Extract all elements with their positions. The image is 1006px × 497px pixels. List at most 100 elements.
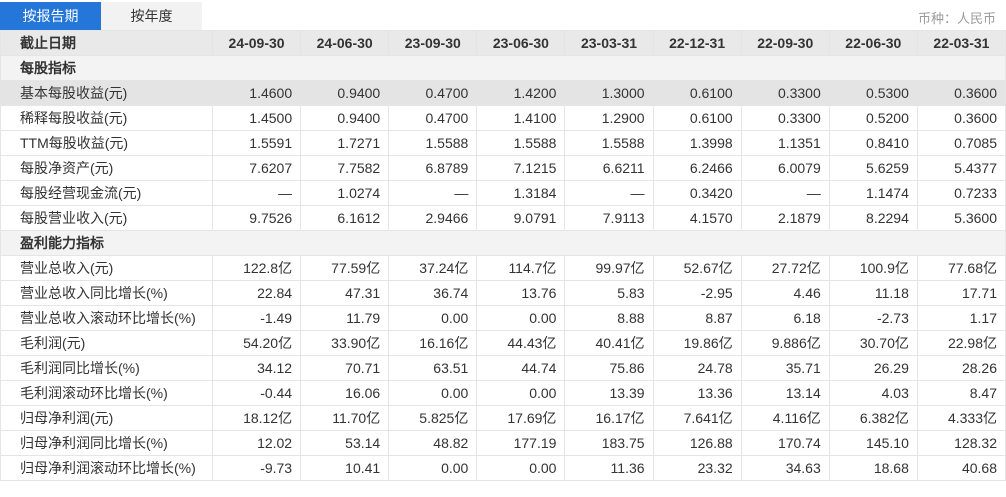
- value-cell: 128.32: [916, 430, 1006, 456]
- value-cell: 1.4500: [211, 105, 302, 131]
- value-cell: 0.7085: [916, 130, 1006, 156]
- value-cell: 0.8410: [828, 130, 918, 156]
- value-cell: 5.825亿: [388, 405, 478, 431]
- row-label-cell: 毛利润同比增长(%): [0, 355, 213, 381]
- header-date-cell: 22-12-31: [652, 30, 742, 56]
- value-cell: 0.3300: [740, 80, 830, 106]
- value-cell: 7.6207: [211, 155, 302, 181]
- value-cell: —: [211, 180, 302, 206]
- header-date-cell: 22-03-31: [916, 30, 1006, 56]
- value-cell: 18.68: [828, 455, 918, 481]
- header-date-cell: 23-09-30: [388, 30, 478, 56]
- value-cell: 26.29: [828, 355, 918, 381]
- value-cell: 4.03: [828, 380, 918, 406]
- value-cell: 4.1570: [652, 205, 742, 231]
- header-date-cell: 22-09-30: [740, 30, 830, 56]
- value-cell: 2.1879: [740, 205, 830, 231]
- tab-by-year[interactable]: 按年度: [101, 2, 202, 30]
- value-cell: 13.14: [740, 380, 830, 406]
- value-cell: 10.41: [300, 455, 390, 481]
- row-label-cell: 每股经营现金流(元): [0, 180, 213, 206]
- value-cell: 11.70亿: [300, 405, 390, 431]
- tab-bar: 按报告期 按年度 币种：人民币: [0, 0, 1006, 30]
- header-date-cell: 24-06-30: [300, 30, 390, 56]
- tab-by-report-period[interactable]: 按报告期: [0, 2, 101, 30]
- table-row: 每股净资产(元) 7.6207 7.7582 6.8789 7.1215 6.6211 6.…: [0, 155, 1006, 181]
- table-row: TTM每股收益(元) 1.5591 1.7271 1.5588 1.5588 1.5588…: [0, 130, 1006, 156]
- value-cell: 1.5588: [564, 130, 654, 156]
- table-row: 归母净利润滚动环比增长(%) -9.73 10.41 0.00 0.00 11.36 23.…: [0, 455, 1006, 481]
- value-cell: 126.88: [652, 430, 742, 456]
- value-cell: 6.1612: [300, 205, 390, 231]
- value-cell: 6.382亿: [828, 405, 918, 431]
- value-cell: 6.6211: [564, 155, 654, 181]
- value-cell: 8.87: [652, 305, 742, 331]
- value-cell: 16.06: [300, 380, 390, 406]
- value-cell: 1.0274: [300, 180, 390, 206]
- value-cell: 5.4377: [916, 155, 1006, 181]
- value-cell: 1.4100: [476, 105, 566, 131]
- value-cell: 53.14: [300, 430, 390, 456]
- value-cell: 1.3184: [476, 180, 566, 206]
- value-cell: —: [740, 180, 830, 206]
- value-cell: 100.9亿: [828, 255, 918, 281]
- value-cell: 9.886亿: [740, 330, 830, 356]
- table-row: 每股经营现金流(元) —1.0274—1.3184—0.3420—1.1474 0.…: [0, 180, 1006, 206]
- value-cell: 6.8789: [388, 155, 478, 181]
- section-header-row: 每股指标: [0, 55, 1006, 81]
- value-cell: 9.7526: [211, 205, 302, 231]
- row-label-cell: TTM每股收益(元): [0, 130, 213, 156]
- value-cell: 48.82: [388, 430, 478, 456]
- row-label-cell: 营业总收入滚动环比增长(%): [0, 305, 213, 331]
- value-cell: 0.3420: [652, 180, 742, 206]
- row-label-cell: 归母净利润同比增长(%): [0, 430, 213, 456]
- value-cell: 77.68亿: [916, 255, 1006, 281]
- value-cell: 47.31: [300, 280, 390, 306]
- value-cell: 0.4700: [388, 105, 478, 131]
- value-cell: 22.84: [211, 280, 302, 306]
- value-cell: 1.7271: [300, 130, 390, 156]
- value-cell: 0.9400: [300, 80, 390, 106]
- value-cell: 8.2294: [828, 205, 918, 231]
- value-cell: 40.68: [916, 455, 1006, 481]
- value-cell: 170.74: [740, 430, 830, 456]
- value-cell: 0.6100: [652, 105, 742, 131]
- value-cell: 1.4200: [476, 80, 566, 106]
- table-row: 每股营业收入(元) 9.7526 6.1612 2.9466 9.0791 7.9113 4…: [0, 205, 1006, 231]
- table-header-row: 截止日期 24-09-30 24-06-30 23-09-30 23-06-30 23-…: [0, 30, 1006, 56]
- value-cell: 35.71: [740, 355, 830, 381]
- value-cell: 13.39: [564, 380, 654, 406]
- value-cell: 7.1215: [476, 155, 566, 181]
- value-cell: 0.3300: [740, 105, 830, 131]
- value-cell: 33.90亿: [300, 330, 390, 356]
- value-cell: 1.3998: [652, 130, 742, 156]
- value-cell: 7.9113: [564, 205, 654, 231]
- value-cell: 34.63: [740, 455, 830, 481]
- header-cutoff-date-label: 截止日期: [0, 30, 213, 56]
- value-cell: 27.72亿: [740, 255, 830, 281]
- table-row: 毛利润同比增长(%) 34.12 70.71 63.51 44.74 75.86 24.78…: [0, 355, 1006, 381]
- header-date-cell: 23-06-30: [476, 30, 566, 56]
- value-cell: 6.18: [740, 305, 830, 331]
- value-cell: 6.2466: [652, 155, 742, 181]
- value-cell: 0.7233: [916, 180, 1006, 206]
- value-cell: 4.46: [740, 280, 830, 306]
- value-cell: 7.7582: [300, 155, 390, 181]
- value-cell: —: [564, 180, 654, 206]
- table-row: 归母净利润同比增长(%) 12.02 53.14 48.82 177.19 183.75 1…: [0, 430, 1006, 456]
- value-cell: 114.7亿: [476, 255, 566, 281]
- value-cell: 17.71: [916, 280, 1006, 306]
- value-cell: 44.43亿: [476, 330, 566, 356]
- value-cell: 4.116亿: [740, 405, 830, 431]
- section-title: 盈利能力指标: [0, 230, 1006, 256]
- value-cell: 0.3600: [916, 105, 1006, 131]
- value-cell: 0.5300: [828, 80, 918, 106]
- value-cell: 0.5200: [828, 105, 918, 131]
- value-cell: 30.70亿: [828, 330, 918, 356]
- value-cell: 6.0079: [740, 155, 830, 181]
- value-cell: 63.51: [388, 355, 478, 381]
- value-cell: 8.47: [916, 380, 1006, 406]
- table-row: 基本每股收益(元) 1.4600 0.9400 0.4700 1.4200 1.3000 0…: [0, 80, 1006, 106]
- value-cell: 17.69亿: [476, 405, 566, 431]
- row-label-cell: 每股营业收入(元): [0, 205, 213, 231]
